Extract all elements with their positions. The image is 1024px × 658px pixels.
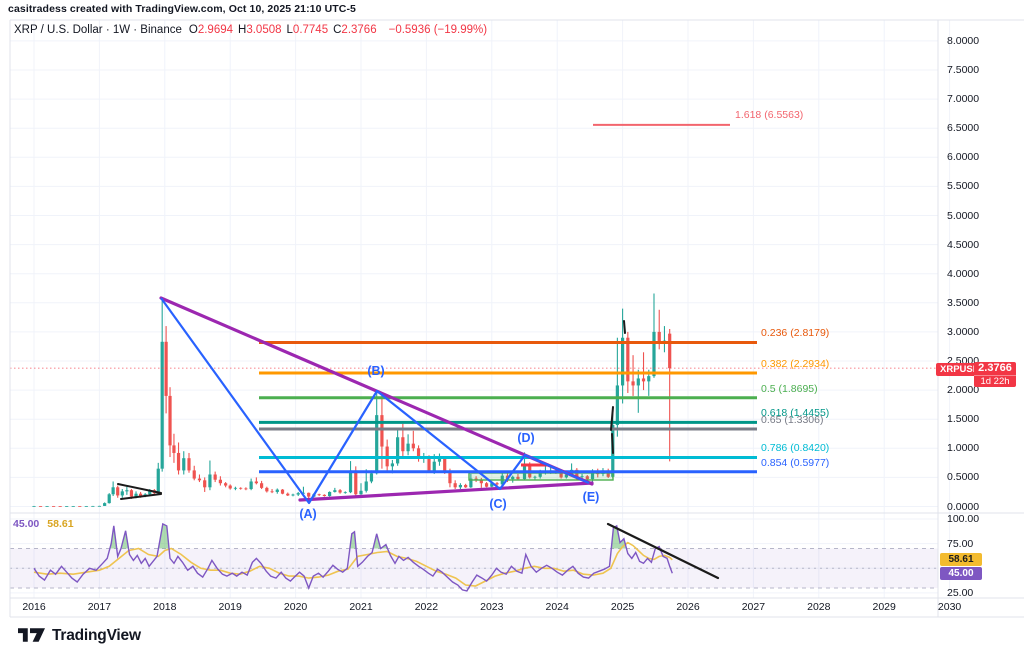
price-tick-label[interactable]: 3.5000 xyxy=(947,296,980,309)
year-label-2018[interactable]: 2018 xyxy=(153,601,177,613)
black-annotation-line[interactable] xyxy=(611,433,614,454)
ohlc-h: H3.0508 xyxy=(238,24,282,36)
rsi-current-value: 45.00 xyxy=(13,518,40,530)
year-label-2021[interactable]: 2021 xyxy=(349,601,373,613)
fib-level-label: 0.236 (2.8179) xyxy=(761,327,830,340)
ohlc-values: O2.9694 H3.0508 L0.7745 C2.3766 xyxy=(189,24,382,36)
black-annotation-line[interactable] xyxy=(120,493,162,500)
year-label-2025[interactable]: 2025 xyxy=(610,601,635,613)
ohlc-o: O2.9694 xyxy=(188,24,234,36)
price-tick-label[interactable]: 2.0000 xyxy=(947,384,980,397)
year-label-2017[interactable]: 2017 xyxy=(87,601,112,613)
black-annotation-line[interactable] xyxy=(623,320,626,334)
ohlc-l: L0.7745 xyxy=(286,24,329,36)
fib-level-label: 0.382 (2.2934) xyxy=(761,358,830,371)
elliott-wave-path[interactable] xyxy=(160,297,590,505)
wave-label-a: (A) xyxy=(299,507,317,521)
fib-level-label: 0.786 (0.8420) xyxy=(761,442,830,455)
price-tick-label[interactable]: 1.0000 xyxy=(947,442,980,455)
rsi-legend: 45.00 58.61 xyxy=(13,518,74,530)
fib-level-label: 0.65 (1.3306) xyxy=(761,414,824,427)
year-label-2020[interactable]: 2020 xyxy=(283,601,308,613)
price-tick-label[interactable]: 8.0000 xyxy=(947,34,980,47)
price-tick-label[interactable]: 6.0000 xyxy=(947,151,980,164)
rsi-trendline[interactable] xyxy=(606,522,720,580)
rsi-tick-label[interactable]: 75.00 xyxy=(947,537,974,550)
symbol-title[interactable]: XRP / U.S. Dollar · 1W · Binance xyxy=(14,24,182,36)
attribution-text: casitradess created with TradingView.com… xyxy=(8,3,356,15)
fib-level-label: 0.854 (0.5977) xyxy=(761,456,830,469)
price-tick-label[interactable]: 4.5000 xyxy=(947,238,980,251)
black-annotation-line[interactable] xyxy=(610,406,614,431)
rsi-tick-label[interactable]: 25.00 xyxy=(947,586,974,599)
price-tick-label[interactable]: 6.5000 xyxy=(947,122,980,135)
fib-level-label: 0.5 (1.8695) xyxy=(761,382,818,395)
price-tick-label[interactable]: 5.5000 xyxy=(947,180,980,193)
current-price-badge: 2.3766 1d 22h xyxy=(974,362,1016,387)
current-price-value: 2.3766 xyxy=(978,362,1012,374)
wave-label-b: (B) xyxy=(367,364,385,378)
price-tick-label[interactable]: 7.5000 xyxy=(947,64,980,76)
black-annotation-line[interactable] xyxy=(117,483,162,494)
rsi-ma-axis-badge: 58.61 xyxy=(940,553,982,566)
rsi-axis-badge: 45.00 xyxy=(940,567,982,580)
tradingview-logo[interactable]: TradingView xyxy=(18,627,141,645)
year-label-2029[interactable]: 2029 xyxy=(872,601,896,613)
price-tick-label[interactable]: 3.0000 xyxy=(947,325,980,338)
year-label-2023[interactable]: 2023 xyxy=(480,601,504,613)
year-label-2022[interactable]: 2022 xyxy=(414,601,439,613)
year-label-2016[interactable]: 2016 xyxy=(22,601,46,613)
price-tick-label[interactable]: 7.0000 xyxy=(947,93,980,106)
price-tick-label[interactable]: 5.0000 xyxy=(947,209,980,222)
tradingview-wordmark: TradingView xyxy=(52,627,141,644)
change-value: −0.5936 (−19.99%) xyxy=(388,24,488,36)
rsi-overbought-fill xyxy=(109,523,661,549)
wave-label-e: (E) xyxy=(582,490,600,504)
trend-line-ascending-support[interactable] xyxy=(298,481,594,502)
fib-level-label: 0.618 (1.4455) xyxy=(761,407,830,420)
wave-label-c: (C) xyxy=(489,497,507,511)
year-label-2027[interactable]: 2027 xyxy=(741,601,766,613)
rsi-ma-value: 58.61 xyxy=(47,518,74,530)
tradingview-logo-icon xyxy=(18,627,45,642)
year-label-2024[interactable]: 2024 xyxy=(545,601,569,613)
price-tick-label[interactable]: 0.0000 xyxy=(947,500,980,513)
year-label-2030[interactable]: 2030 xyxy=(937,601,962,613)
rsi-tick-label[interactable]: 100.00 xyxy=(947,513,980,525)
year-label-2028[interactable]: 2028 xyxy=(807,601,831,613)
year-label-2026[interactable]: 2026 xyxy=(676,601,700,613)
year-label-2019[interactable]: 2019 xyxy=(218,601,242,613)
symbol-legend: XRP / U.S. Dollar · 1W · Binance O2.9694… xyxy=(14,24,487,36)
price-tick-label[interactable]: 1.5000 xyxy=(947,413,980,426)
price-tick-label[interactable]: 0.5000 xyxy=(947,471,980,484)
rsi-line xyxy=(33,522,673,592)
rsi-ma-line xyxy=(33,541,673,587)
accumulation-box[interactable] xyxy=(468,472,614,481)
ohlc-c: C2.3766 xyxy=(333,24,377,36)
bar-countdown: 1d 22h xyxy=(974,375,1016,387)
price-tick-label[interactable]: 4.0000 xyxy=(947,267,980,280)
wave-label-d: (D) xyxy=(517,431,535,445)
price-scale-symbol-badge: XRPUSD xyxy=(936,363,984,376)
fib-extension-label: 1.618 (6.5563) xyxy=(735,109,804,121)
